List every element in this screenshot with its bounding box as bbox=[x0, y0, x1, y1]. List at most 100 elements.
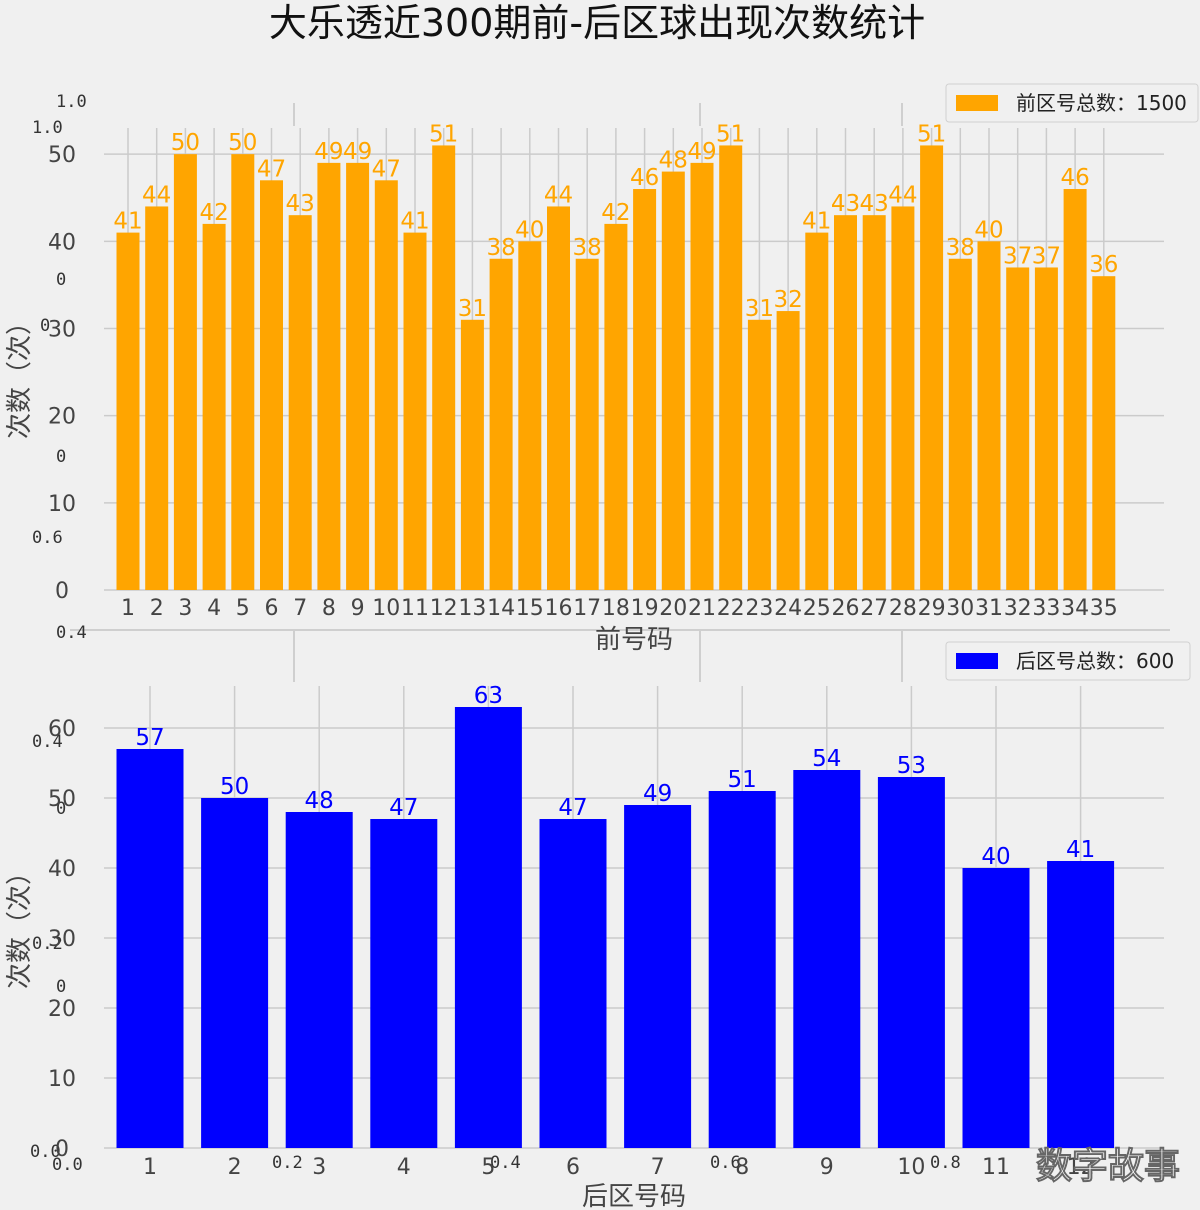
bar-value-label: 49 bbox=[643, 781, 672, 807]
ghost-tick: 0.6 bbox=[710, 1153, 741, 1173]
bar-value-label: 44 bbox=[142, 182, 171, 208]
bar bbox=[1063, 189, 1087, 591]
y-tick-label: 40 bbox=[48, 230, 76, 255]
bar bbox=[805, 232, 829, 591]
x-tick-label: 5 bbox=[481, 1155, 495, 1180]
bar-value-label: 40 bbox=[974, 217, 1003, 243]
x-tick-label: 34 bbox=[1061, 596, 1089, 621]
x-tick-label: 16 bbox=[545, 596, 573, 621]
y-tick-label: 10 bbox=[48, 1067, 76, 1092]
x-tick-label: 8 bbox=[735, 1155, 749, 1180]
bar-value-label: 51 bbox=[429, 121, 458, 147]
bar bbox=[346, 162, 370, 590]
x-tick-label: 18 bbox=[602, 596, 630, 621]
bar bbox=[690, 162, 714, 590]
x-tick-label: 4 bbox=[207, 596, 221, 621]
bar bbox=[288, 215, 312, 591]
bar bbox=[317, 162, 341, 590]
legend-label: 后区号总数：600 bbox=[1016, 649, 1174, 673]
x-tick-label: 15 bbox=[516, 596, 544, 621]
y-tick-label: 20 bbox=[48, 405, 76, 430]
bar-value-label: 38 bbox=[486, 235, 515, 261]
bar bbox=[793, 770, 861, 1148]
ghost-tick: 0 bbox=[40, 316, 50, 336]
chart-title: 大乐透近300期前-后区球出现次数统计 bbox=[269, 1, 925, 45]
bar-value-label: 50 bbox=[171, 130, 200, 156]
bar-value-label: 48 bbox=[305, 788, 334, 814]
x-tick-label: 10 bbox=[897, 1155, 925, 1180]
x-axis-label: 后区号码 bbox=[582, 1182, 686, 1210]
legend-swatch bbox=[956, 653, 998, 669]
front-zone-chart: 0102030405041144250342450547643749849947… bbox=[5, 83, 1199, 655]
bar-value-label: 50 bbox=[228, 130, 257, 156]
x-tick-label: 5 bbox=[236, 596, 250, 621]
x-tick-label: 12 bbox=[1067, 1155, 1095, 1180]
ghost-tick: 0 bbox=[56, 447, 66, 467]
bar-value-label: 41 bbox=[113, 209, 142, 235]
bar bbox=[201, 798, 269, 1148]
bar bbox=[604, 223, 628, 591]
bar-value-label: 36 bbox=[1089, 252, 1118, 278]
bar-value-label: 37 bbox=[1032, 243, 1061, 269]
bar bbox=[231, 154, 255, 590]
x-tick-label: 11 bbox=[401, 596, 429, 621]
bar-value-label: 46 bbox=[1060, 165, 1089, 191]
bar bbox=[920, 145, 944, 590]
y-tick-label: 20 bbox=[48, 997, 76, 1022]
x-tick-label: 23 bbox=[745, 596, 773, 621]
bar bbox=[432, 145, 456, 590]
bar-value-label: 51 bbox=[716, 121, 745, 147]
bar-value-label: 53 bbox=[897, 753, 926, 779]
y-tick-label: 60 bbox=[48, 717, 76, 742]
bar-value-label: 40 bbox=[515, 217, 544, 243]
bar bbox=[403, 232, 427, 591]
bar-value-label: 47 bbox=[372, 156, 401, 182]
bar-value-label: 49 bbox=[687, 139, 716, 165]
ghost-tick: 0.4 bbox=[56, 623, 87, 643]
legend-box bbox=[945, 83, 1199, 123]
bar-value-label: 54 bbox=[812, 746, 841, 772]
bar bbox=[460, 319, 484, 590]
y-tick-label: 30 bbox=[48, 317, 76, 342]
y-axis-label: 次数（次） bbox=[5, 309, 35, 439]
bar-value-label: 47 bbox=[257, 156, 286, 182]
bar bbox=[489, 258, 513, 590]
bar-value-label: 42 bbox=[199, 200, 228, 226]
bar-value-label: 32 bbox=[773, 287, 802, 313]
x-tick-label: 30 bbox=[946, 596, 974, 621]
bar-value-label: 43 bbox=[860, 191, 889, 217]
bar bbox=[539, 819, 607, 1148]
bar bbox=[661, 171, 685, 590]
bar-value-label: 51 bbox=[917, 121, 946, 147]
bar bbox=[1092, 276, 1116, 590]
bar-value-label: 47 bbox=[558, 795, 587, 821]
bar-value-label: 51 bbox=[728, 767, 757, 793]
x-tick-label: 2 bbox=[150, 596, 164, 621]
bar bbox=[776, 311, 800, 590]
bar-value-label: 63 bbox=[474, 683, 503, 709]
bar bbox=[1047, 861, 1115, 1148]
bar-value-label: 46 bbox=[630, 165, 659, 191]
x-tick-label: 12 bbox=[430, 596, 458, 621]
y-axis-label: 次数（次） bbox=[5, 859, 35, 989]
bar-value-label: 41 bbox=[400, 209, 429, 235]
bar bbox=[708, 791, 776, 1148]
x-tick-label: 9 bbox=[820, 1155, 834, 1180]
y-tick-label: 0 bbox=[55, 1137, 69, 1162]
x-tick-label: 19 bbox=[631, 596, 659, 621]
y-tick-label: 10 bbox=[48, 492, 76, 517]
bar bbox=[145, 206, 169, 591]
bar bbox=[1006, 267, 1030, 590]
bar bbox=[173, 154, 197, 590]
x-axis-label: 前号码 bbox=[595, 625, 673, 655]
x-tick-label: 9 bbox=[351, 596, 365, 621]
x-tick-label: 6 bbox=[265, 596, 279, 621]
bar bbox=[202, 223, 226, 591]
x-tick-label: 20 bbox=[659, 596, 687, 621]
y-tick-label: 50 bbox=[48, 143, 76, 168]
x-tick-label: 3 bbox=[178, 596, 192, 621]
bar bbox=[977, 241, 1001, 591]
x-tick-label: 33 bbox=[1032, 596, 1060, 621]
ghost-tick: 0.2 bbox=[272, 1153, 303, 1173]
y-tick-label: 0 bbox=[55, 579, 69, 604]
